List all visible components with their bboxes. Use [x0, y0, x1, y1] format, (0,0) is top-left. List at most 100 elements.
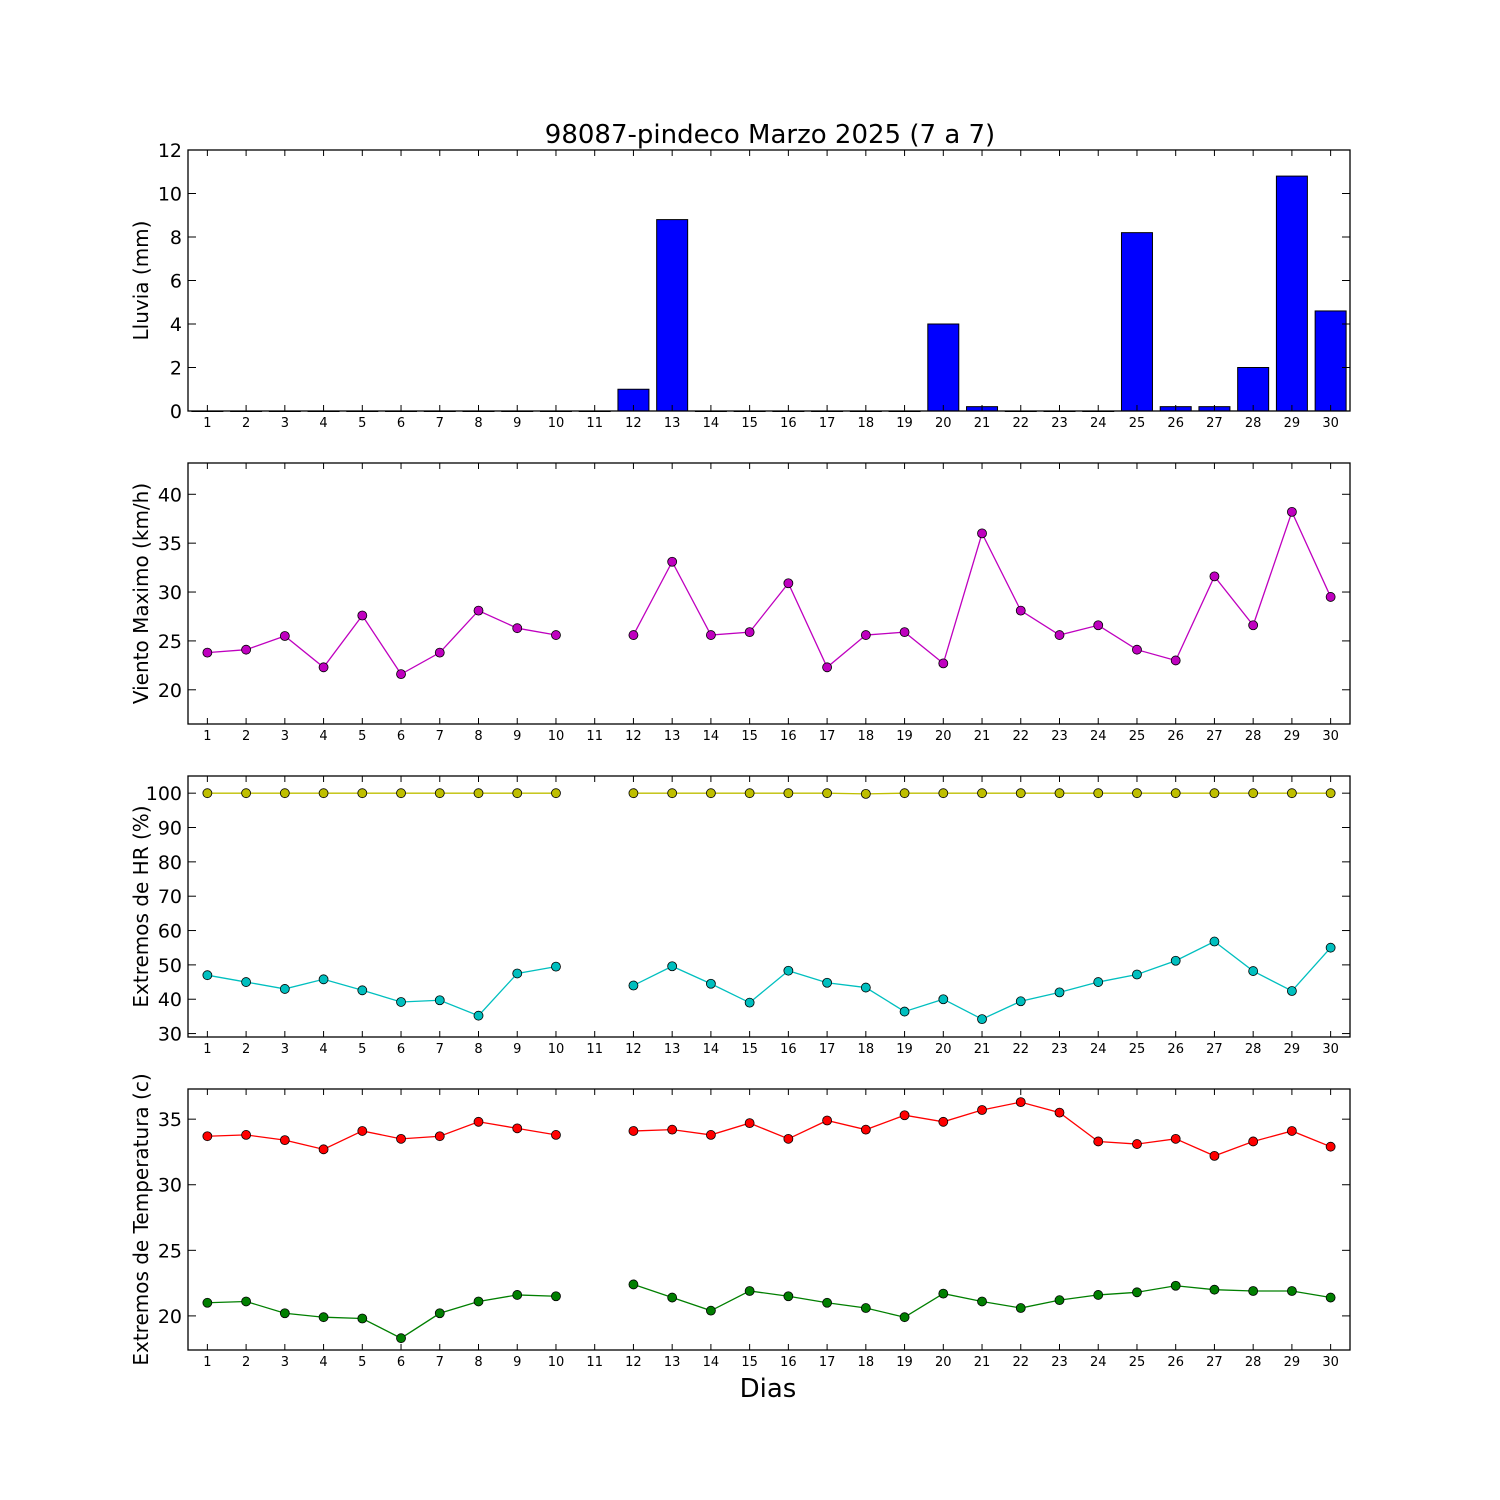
data-point [318, 788, 329, 799]
x-tick-label: 15 [741, 416, 758, 431]
data-point [899, 788, 910, 799]
data-point [1054, 630, 1065, 640]
x-tick-label: 12 [625, 729, 642, 744]
x-tick-label: 14 [703, 1042, 720, 1057]
bar [1314, 310, 1347, 412]
x-tick-label: 4 [319, 416, 327, 431]
data-point [1170, 655, 1181, 666]
data-point [279, 788, 290, 799]
data-point [241, 644, 252, 655]
data-point [822, 1115, 832, 1126]
x-tick-label: 25 [1129, 1042, 1146, 1057]
data-point [512, 623, 523, 634]
data-point [241, 1296, 252, 1307]
y-tick-label: 35 [158, 1109, 182, 1131]
y-tick-label: 80 [158, 852, 182, 874]
x-tick-label: 23 [1051, 1042, 1068, 1057]
x-tick-label: 19 [896, 416, 913, 431]
x-tick-label: 14 [703, 1355, 720, 1370]
y-tick-label: 35 [158, 533, 182, 555]
series-line-2 [633, 940, 1332, 1020]
data-point [202, 1131, 213, 1142]
x-tick-label: 26 [1167, 416, 1184, 431]
x-tick-label: 7 [436, 729, 444, 744]
data-point [396, 997, 406, 1007]
x-tick-label: 13 [664, 1042, 681, 1057]
x-tick-label: 17 [819, 729, 836, 744]
x-tick-label: 1 [203, 729, 211, 744]
y-tick-label: 6 [170, 271, 182, 293]
x-tick-label: 24 [1090, 416, 1107, 431]
x-tick-label: 7 [436, 1355, 444, 1370]
x-tick-label: 2 [242, 416, 250, 431]
data-point [1248, 1286, 1259, 1296]
data-point [1170, 955, 1181, 966]
data-point [473, 1296, 484, 1307]
series-line-2 [207, 965, 557, 1017]
data-point [1015, 1097, 1026, 1108]
data-point [667, 1292, 678, 1303]
x-tick-label: 21 [974, 1042, 991, 1057]
y-tick-label: 4 [170, 314, 182, 336]
x-tick-label: 18 [858, 416, 875, 431]
x-tick-label: 5 [358, 1355, 366, 1370]
data-point [977, 788, 987, 799]
x-tick-label: 13 [664, 729, 681, 744]
data-point [783, 1133, 794, 1144]
bar [1120, 232, 1153, 412]
x-tick-label: 23 [1051, 1355, 1068, 1370]
x-tick-label: 24 [1090, 729, 1107, 744]
x-tick-label: 26 [1167, 729, 1184, 744]
x-tick-label: 14 [703, 729, 720, 744]
x-tick-label: 16 [780, 1042, 797, 1057]
x-tick-label: 27 [1206, 729, 1223, 744]
x-tick-label: 1 [203, 416, 211, 431]
x-tick-label: 5 [358, 1042, 366, 1057]
data-point [1132, 644, 1142, 655]
data-point [822, 977, 832, 988]
data-point [1287, 506, 1297, 517]
data-point [1015, 1303, 1026, 1313]
x-tick-label: 13 [664, 1355, 681, 1370]
y-tick-label: 8 [170, 227, 182, 249]
x-axis-label: Dias [740, 1374, 797, 1404]
y-tick-label: 0 [170, 401, 182, 423]
data-point [899, 1006, 910, 1017]
data-point [551, 1291, 561, 1302]
data-point [628, 630, 639, 640]
data-point [1209, 936, 1220, 947]
data-point [938, 1116, 949, 1127]
x-tick-label: 28 [1245, 1042, 1262, 1057]
bar [1237, 367, 1270, 412]
data-point [1325, 1292, 1336, 1303]
data-point [1248, 966, 1259, 976]
data-point [1015, 996, 1026, 1007]
data-point [1325, 942, 1336, 953]
x-tick-label: 30 [1322, 1355, 1339, 1370]
x-tick-label: 12 [625, 416, 642, 431]
x-tick-label: 20 [935, 729, 952, 744]
data-point [1209, 1284, 1220, 1295]
data-point [783, 965, 794, 976]
x-tick-label: 13 [664, 416, 681, 431]
series-line-1 [207, 609, 557, 676]
data-point [551, 961, 561, 972]
y-tick-label: 2 [170, 358, 182, 380]
data-point [938, 994, 949, 1005]
plot-frame [187, 775, 1351, 1038]
x-tick-label: 17 [819, 1042, 836, 1057]
x-tick-label: 8 [474, 1042, 482, 1057]
data-point [1170, 1280, 1181, 1291]
data-point [241, 977, 252, 987]
data-point [357, 1313, 368, 1324]
x-tick-label: 11 [586, 729, 603, 744]
data-point [899, 627, 910, 638]
y-tick-label: 12 [158, 140, 182, 162]
y-tick-label: 25 [158, 631, 182, 653]
data-point [396, 669, 406, 680]
data-point [860, 1303, 871, 1313]
x-tick-label: 2 [242, 1355, 250, 1370]
x-tick-label: 17 [819, 1355, 836, 1370]
